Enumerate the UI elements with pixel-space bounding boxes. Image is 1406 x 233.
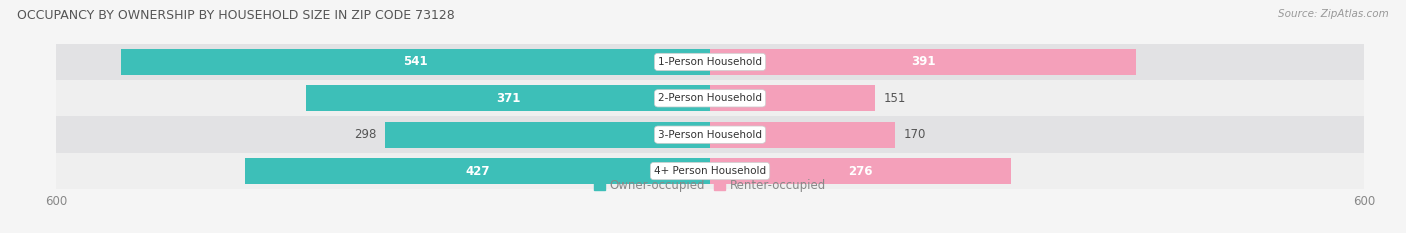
Bar xyxy=(245,158,710,184)
Bar xyxy=(710,49,1136,75)
Text: 3-Person Household: 3-Person Household xyxy=(658,130,762,140)
Text: Source: ZipAtlas.com: Source: ZipAtlas.com xyxy=(1278,9,1389,19)
Text: 371: 371 xyxy=(496,92,520,105)
Bar xyxy=(56,116,1364,153)
Bar xyxy=(385,122,710,148)
Bar xyxy=(710,85,875,111)
Text: 298: 298 xyxy=(354,128,377,141)
Text: 151: 151 xyxy=(883,92,905,105)
Text: 541: 541 xyxy=(404,55,427,69)
Bar xyxy=(710,122,896,148)
Legend: Owner-occupied, Renter-occupied: Owner-occupied, Renter-occupied xyxy=(589,175,831,197)
Text: 4+ Person Household: 4+ Person Household xyxy=(654,166,766,176)
Text: 276: 276 xyxy=(848,164,873,178)
Text: 391: 391 xyxy=(911,55,935,69)
Bar xyxy=(710,158,1011,184)
Text: 427: 427 xyxy=(465,164,489,178)
Text: 1-Person Household: 1-Person Household xyxy=(658,57,762,67)
Bar xyxy=(305,85,710,111)
Bar xyxy=(121,49,710,75)
Text: 170: 170 xyxy=(904,128,927,141)
Text: OCCUPANCY BY OWNERSHIP BY HOUSEHOLD SIZE IN ZIP CODE 73128: OCCUPANCY BY OWNERSHIP BY HOUSEHOLD SIZE… xyxy=(17,9,454,22)
Text: 2-Person Household: 2-Person Household xyxy=(658,93,762,103)
Bar xyxy=(56,44,1364,80)
Bar xyxy=(56,80,1364,116)
Bar xyxy=(56,153,1364,189)
